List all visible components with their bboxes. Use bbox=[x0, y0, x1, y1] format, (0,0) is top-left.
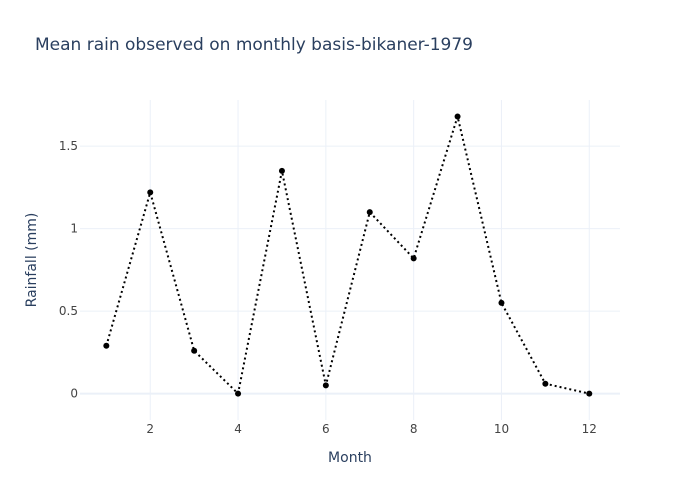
x-tick-labels: 2 4 6 8 10 12 bbox=[146, 422, 596, 436]
data-point[interactable] bbox=[191, 347, 198, 354]
data-point[interactable] bbox=[454, 113, 461, 120]
y-tick-label: 0.5 bbox=[59, 304, 78, 318]
x-axis-label: Month bbox=[328, 450, 372, 466]
y-tick-label: 1.5 bbox=[59, 139, 78, 153]
data-point[interactable] bbox=[235, 390, 242, 397]
x-tick-label: 12 bbox=[582, 422, 597, 436]
x-gridlines bbox=[149, 100, 590, 420]
data-point[interactable] bbox=[586, 390, 593, 397]
y-axis-label: Rainfall (mm) bbox=[24, 213, 40, 308]
y-tick-label: 1 bbox=[70, 222, 78, 236]
x-tick-label: 8 bbox=[410, 422, 418, 436]
chart-title: Mean rain observed on monthly basis-bika… bbox=[35, 35, 473, 55]
data-point[interactable] bbox=[366, 209, 373, 216]
data-point[interactable] bbox=[147, 189, 154, 196]
x-tick-label: 10 bbox=[494, 422, 509, 436]
y-tick-label: 0 bbox=[70, 387, 78, 401]
x-tick-label: 4 bbox=[234, 422, 242, 436]
x-tick-label: 2 bbox=[146, 422, 154, 436]
y-tick-labels: 0 0.5 1 1.5 bbox=[59, 139, 78, 400]
marker-layer bbox=[103, 113, 593, 397]
data-point[interactable] bbox=[498, 299, 505, 306]
data-point[interactable] bbox=[278, 167, 285, 174]
series-line bbox=[105, 112, 590, 396]
data-point[interactable] bbox=[410, 255, 417, 262]
data-point[interactable] bbox=[322, 382, 329, 389]
data-point[interactable] bbox=[542, 380, 549, 387]
y-gridlines bbox=[80, 145, 620, 395]
data-point[interactable] bbox=[103, 342, 110, 349]
series-layer bbox=[105, 112, 590, 396]
x-tick-label: 6 bbox=[322, 422, 330, 436]
